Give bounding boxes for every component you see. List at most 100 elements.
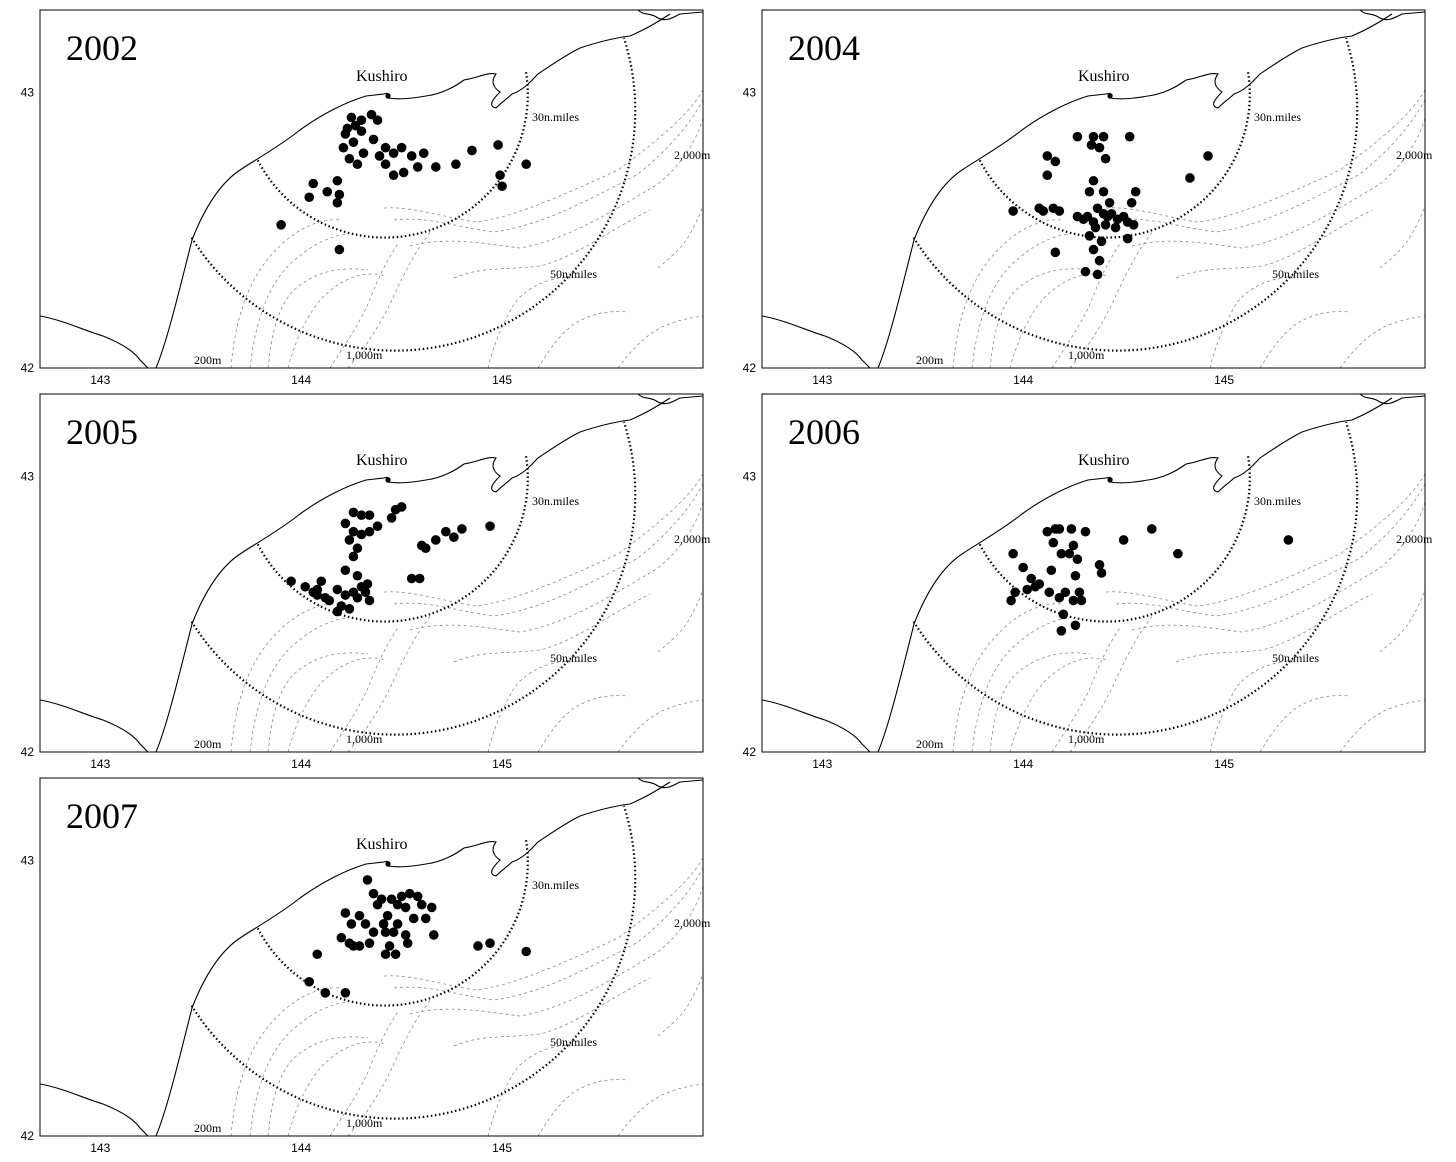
depth-contour: [287, 273, 387, 369]
ring-30nm: [256, 71, 529, 239]
label-depth-200m: 200m: [916, 353, 944, 367]
survey-point: [316, 576, 327, 587]
y-tick-label: 42: [743, 361, 757, 375]
survey-point: [402, 938, 413, 949]
coastline: [1185, 397, 1393, 493]
survey-point: [352, 159, 363, 170]
depth-contour: [249, 617, 349, 753]
survey-point: [378, 919, 389, 929]
survey-point: [1146, 524, 1157, 534]
coastline: [39, 699, 149, 753]
survey-point: [1072, 554, 1083, 565]
depth-contour: [329, 1011, 399, 1137]
survey-point: [396, 891, 407, 902]
x-tick-label: 143: [812, 373, 832, 387]
survey-point: [1173, 548, 1183, 559]
y-tick-label: 42: [21, 361, 35, 375]
survey-point: [1122, 233, 1133, 244]
survey-point: [390, 949, 401, 960]
map-panel-2004: 2004 Kushiro 30n.miles 50n.miles 200m 1,000m 2…: [740, 8, 1440, 388]
depth-contour: [537, 1079, 629, 1137]
survey-point: [430, 535, 441, 545]
map-svg-2006: 2006 Kushiro 30n.miles 50n.miles 200m 1,000m 2…: [743, 393, 1433, 771]
depth-contour: [989, 652, 1091, 753]
coastline: [155, 847, 465, 1137]
depth-contour: [453, 209, 651, 279]
survey-point: [1100, 153, 1111, 164]
ring-30nm: [256, 455, 529, 623]
survey-point: [1094, 142, 1105, 153]
survey-point: [364, 526, 375, 537]
depth-contour: [1209, 275, 1297, 369]
kushiro-marker: [385, 861, 391, 867]
label-depth-200m: 200m: [194, 737, 222, 751]
map-panel-2006: 2006 Kushiro 30n.miles 50n.miles 200m 1,000m 2…: [740, 392, 1440, 772]
depth-contour: [453, 593, 651, 663]
y-tick-label: 43: [21, 470, 35, 484]
survey-point: [304, 976, 315, 987]
survey-point: [354, 910, 365, 921]
survey-point: [1022, 584, 1032, 595]
survey-point: [372, 521, 383, 531]
survey-point: [356, 529, 367, 540]
coastline: [39, 1083, 149, 1137]
survey-point: [420, 913, 431, 924]
survey-point: [1070, 570, 1081, 581]
coastline: [761, 699, 871, 753]
place-label-kushiro: Kushiro: [1078, 68, 1130, 85]
survey-point: [1124, 131, 1135, 142]
place-label-kushiro: Kushiro: [356, 68, 408, 85]
survey-point: [380, 142, 391, 153]
year-label: 2007: [66, 796, 138, 836]
survey-point: [1185, 173, 1195, 183]
map-svg-2005: 2005 Kushiro 30n.miles 50n.miles 200m 1,000m 2…: [21, 393, 711, 771]
survey-point: [1098, 186, 1109, 197]
survey-point: [1050, 156, 1061, 167]
survey-point: [485, 938, 495, 949]
label-30nmiles: 30n.miles: [532, 110, 579, 124]
survey-point: [364, 595, 375, 606]
x-tick-label: 144: [291, 757, 311, 771]
place-label-kushiro: Kushiro: [356, 452, 408, 469]
survey-point: [356, 126, 367, 136]
survey-point: [396, 502, 407, 512]
survey-point: [332, 197, 343, 208]
x-tick-label: 144: [1013, 373, 1033, 387]
survey-point: [300, 581, 311, 592]
survey-point: [340, 908, 351, 918]
depth-contour: [487, 1043, 575, 1137]
survey-point: [1096, 568, 1107, 578]
depth-contour: [1259, 695, 1351, 753]
survey-point: [334, 244, 345, 255]
survey-point: [372, 115, 383, 125]
survey-point: [348, 137, 359, 147]
survey-point: [1068, 540, 1079, 551]
x-tick-label: 143: [90, 1141, 110, 1155]
survey-point: [414, 573, 425, 584]
survey-point: [495, 170, 505, 181]
depth-contour: [453, 977, 651, 1047]
survey-point: [340, 518, 351, 529]
survey-point: [1084, 186, 1095, 197]
x-tick-label: 145: [492, 757, 512, 771]
survey-point: [356, 510, 367, 520]
survey-point: [1283, 535, 1294, 545]
survey-point: [1080, 526, 1091, 537]
survey-point: [1042, 526, 1053, 537]
survey-point: [340, 129, 351, 139]
survey-point: [1054, 206, 1065, 216]
depth-contour: [249, 1001, 349, 1137]
survey-point: [352, 543, 363, 554]
survey-point: [384, 941, 395, 951]
survey-point: [497, 181, 507, 192]
depth-contour: [1051, 243, 1121, 369]
survey-point: [1088, 244, 1099, 255]
x-tick-label: 143: [90, 373, 110, 387]
label-50nmiles: 50n.miles: [550, 651, 597, 665]
survey-point: [1090, 222, 1101, 233]
survey-point: [368, 888, 379, 899]
label-depth-1000m: 1,000m: [1068, 348, 1105, 362]
survey-point: [1056, 626, 1067, 636]
survey-point: [1092, 269, 1103, 280]
depth-contour: [383, 89, 704, 223]
